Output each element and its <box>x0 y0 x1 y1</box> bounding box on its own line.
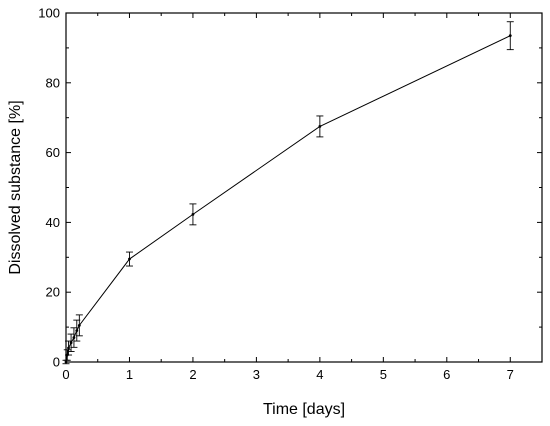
x-axis-label: Time [days] <box>263 401 345 418</box>
plot-frame <box>65 12 543 363</box>
x-tick-label: 3 <box>253 367 260 382</box>
series-layer <box>62 21 514 365</box>
y-tick-label: 100 <box>38 6 60 21</box>
x-tick-label: 7 <box>507 367 514 382</box>
data-point <box>69 341 73 345</box>
y-tick-label: 20 <box>46 285 60 300</box>
data-point <box>318 125 322 128</box>
series-line <box>65 35 511 363</box>
data-point <box>508 34 512 38</box>
y-tick-label: 40 <box>46 215 60 230</box>
data-point <box>128 257 131 261</box>
y-tick-label: 60 <box>46 145 60 160</box>
data-point <box>191 212 195 216</box>
x-tick-label: 5 <box>380 367 387 382</box>
data-point <box>64 360 68 364</box>
data-point <box>75 329 79 332</box>
x-tick-label: 6 <box>443 367 450 382</box>
y-tick-label: 80 <box>46 75 60 90</box>
x-tick-label: 4 <box>316 367 323 382</box>
x-tick-label: 2 <box>189 367 196 382</box>
x-tick-label: 0 <box>62 367 69 382</box>
x-tick-label: 1 <box>126 367 133 382</box>
data-point <box>77 323 81 327</box>
data-point <box>67 346 70 350</box>
data-point <box>72 336 76 339</box>
y-tick-label: 0 <box>53 355 60 370</box>
y-axis-label: Dissolved substance [%] <box>7 100 24 274</box>
axes: 0 1 2 3 4 5 6 7 0 20 40 60 80 100 <box>38 6 543 382</box>
